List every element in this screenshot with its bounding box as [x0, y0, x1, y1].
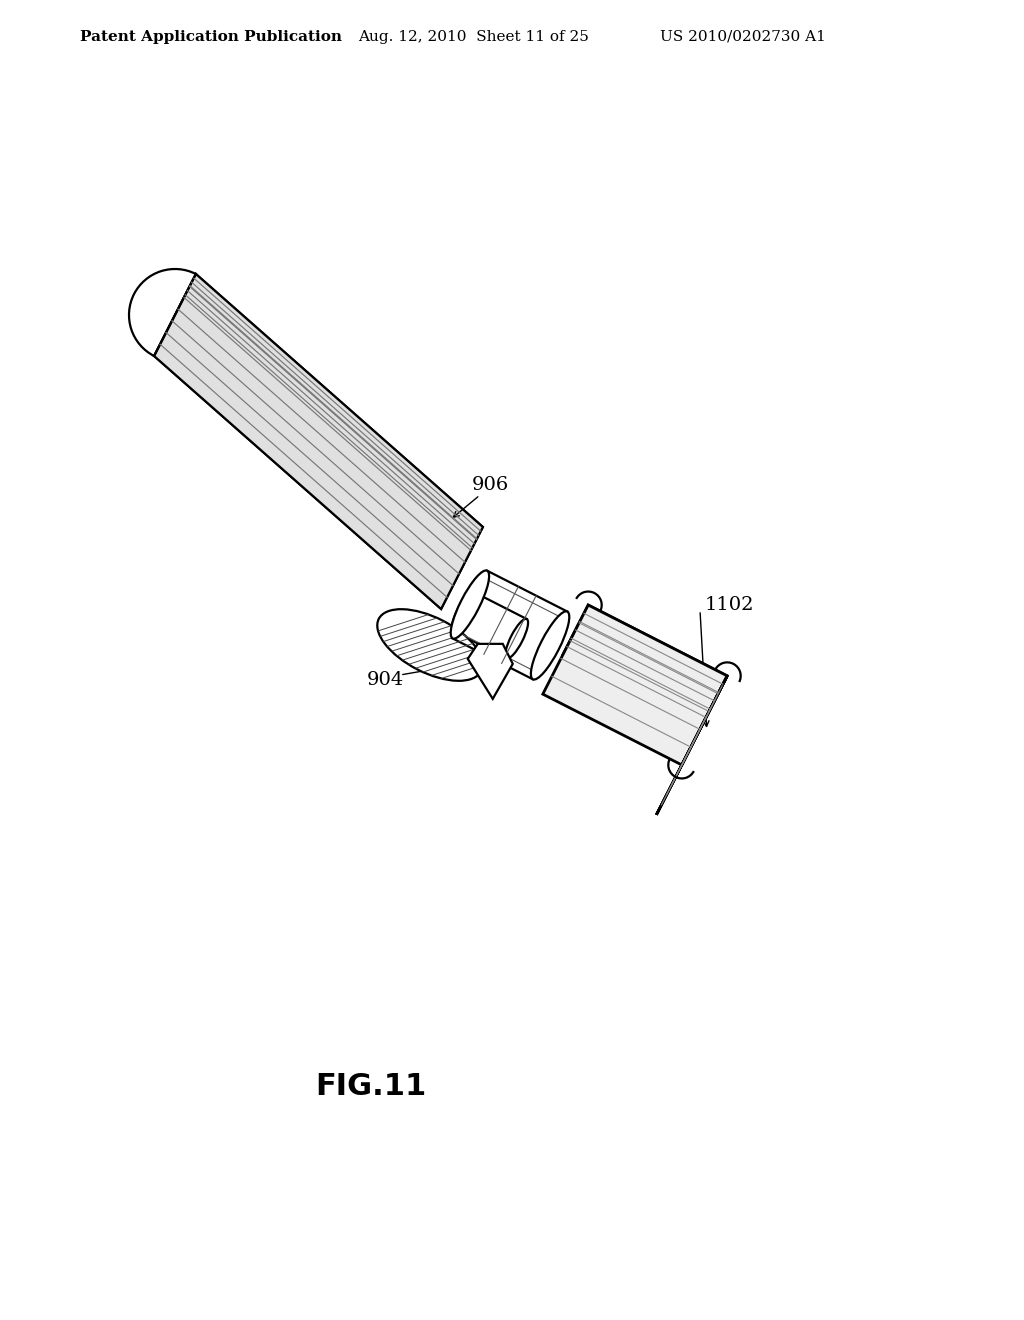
Text: 904: 904 — [367, 671, 403, 689]
Polygon shape — [563, 605, 727, 726]
Ellipse shape — [452, 591, 474, 631]
Text: Patent Application Publication: Patent Application Publication — [80, 30, 342, 44]
Text: Aug. 12, 2010  Sheet 11 of 25: Aug. 12, 2010 Sheet 11 of 25 — [358, 30, 589, 44]
Polygon shape — [656, 676, 727, 814]
Polygon shape — [543, 605, 727, 766]
Text: US 2010/0202730 A1: US 2010/0202730 A1 — [660, 30, 826, 44]
Ellipse shape — [530, 611, 569, 680]
Text: 1102: 1102 — [705, 597, 755, 614]
Ellipse shape — [451, 570, 489, 639]
Text: FIG.11: FIG.11 — [315, 1072, 426, 1101]
Polygon shape — [155, 298, 470, 609]
Polygon shape — [155, 275, 483, 609]
Ellipse shape — [377, 610, 482, 681]
Text: 906: 906 — [471, 477, 509, 494]
Polygon shape — [468, 644, 513, 698]
Polygon shape — [183, 275, 483, 552]
Ellipse shape — [506, 619, 528, 659]
